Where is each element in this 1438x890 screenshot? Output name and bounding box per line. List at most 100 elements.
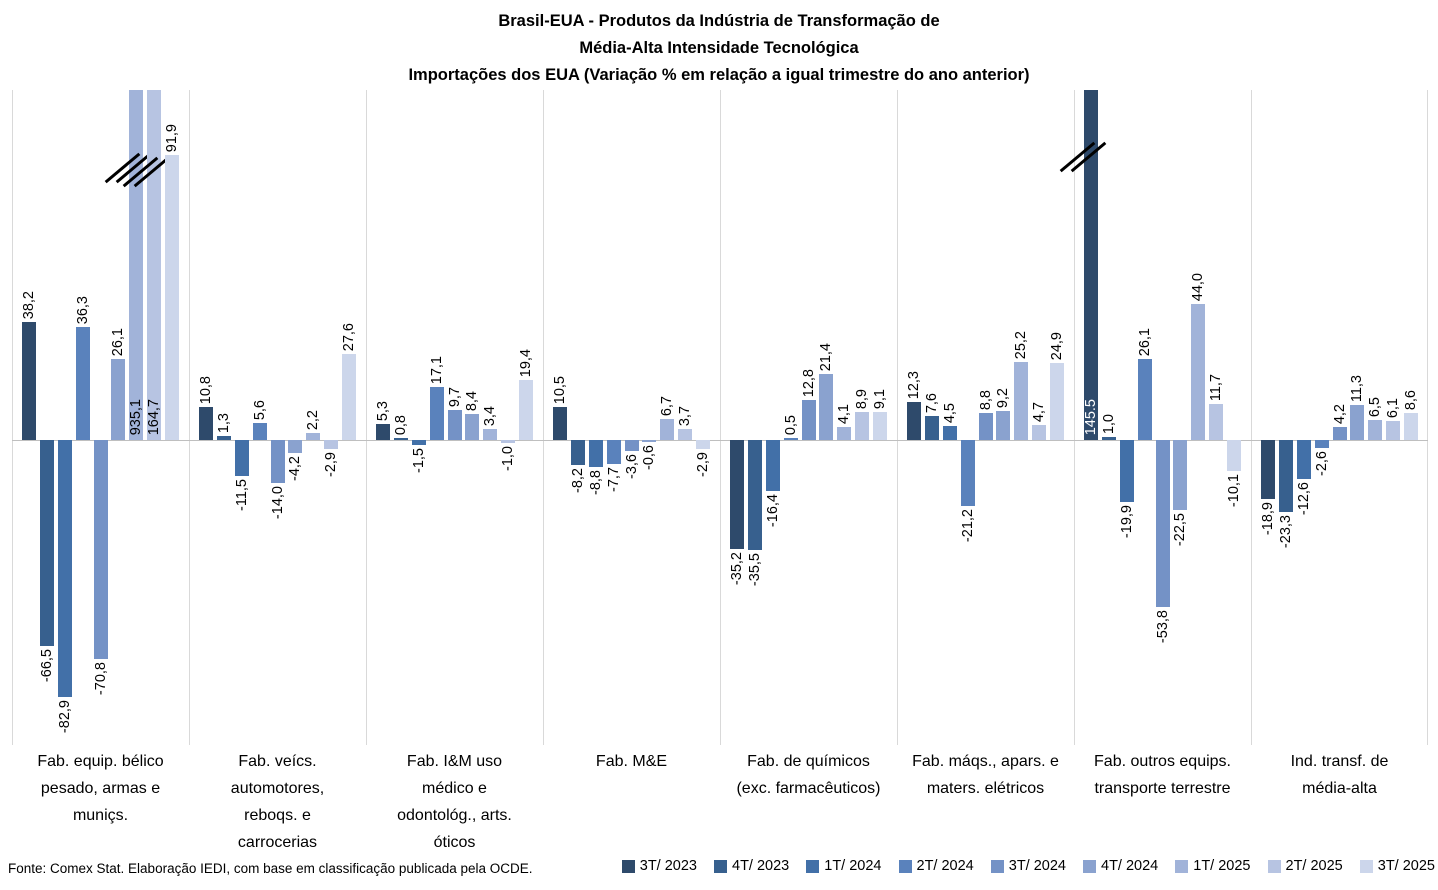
bar-value-label: 4,2	[1332, 403, 1348, 424]
legend-label: 1T/ 2024	[824, 858, 882, 874]
bar-value-label: -2,9	[695, 452, 711, 477]
bar	[873, 412, 887, 440]
bar	[199, 407, 213, 440]
bar	[819, 374, 833, 440]
bar-value-label: 8,4	[464, 390, 480, 411]
bar	[165, 155, 179, 440]
bar	[553, 407, 567, 440]
bar-value-label: 4,1	[836, 403, 852, 424]
bar-value-label: 44,0	[1190, 272, 1206, 301]
bar	[607, 440, 621, 464]
bar-value-label: 5,6	[252, 399, 268, 420]
legend-swatch	[990, 859, 1004, 873]
bar	[784, 438, 798, 440]
bar-value-label: -35,2	[729, 552, 745, 586]
bar	[1404, 413, 1418, 440]
legend-label: 2T/ 2024	[916, 858, 974, 874]
legend-swatch	[621, 859, 635, 873]
legend-swatch	[1267, 859, 1281, 873]
category-gridline	[1074, 90, 1075, 745]
bar	[217, 436, 231, 440]
bar-value-label: 1,3	[216, 412, 232, 433]
bar-value-label: -19,9	[1119, 505, 1135, 539]
legend-item: 1T/ 2025	[1175, 858, 1251, 874]
bar-value-label: -22,5	[1172, 513, 1188, 547]
bar	[111, 359, 125, 440]
chart-title-line-1: Brasil-EUA - Produtos da Indústria de Tr…	[498, 12, 940, 30]
category-label: Fab. M&E	[595, 753, 668, 770]
bar	[1350, 405, 1364, 440]
category-gridline	[543, 90, 544, 745]
bar-value-label: -23,3	[1278, 515, 1294, 549]
bar	[1084, 90, 1098, 440]
bar	[1173, 440, 1187, 510]
bar-value-label: 0,8	[393, 414, 409, 435]
legend-label: 4T/ 2024	[1101, 858, 1159, 874]
bar	[288, 440, 302, 453]
legend-swatch	[1175, 859, 1189, 873]
bar	[907, 402, 921, 440]
bar-value-label: 19,4	[518, 348, 534, 377]
legend-label: 3T/ 2025	[1377, 858, 1435, 874]
plot-area: 38,2 10,8 5,3 10,5 -35,2 12,3 145.5 -18,9 -66,5 1…	[12, 90, 1428, 745]
category-label: Fab. I&M uso médico e odontológ., arts. …	[397, 753, 512, 851]
bar	[76, 327, 90, 440]
bar	[837, 427, 851, 440]
bar-value-label: -1,0	[500, 446, 516, 471]
category-label: Fab. outros equips. transporte terrestre	[1094, 753, 1231, 797]
legend-label: 3T/ 2023	[639, 858, 697, 874]
zero-axis-line	[12, 440, 1428, 441]
bar	[58, 440, 72, 697]
bar-value-label: 24,9	[1049, 331, 1065, 360]
bar	[483, 429, 497, 440]
bar	[147, 90, 161, 440]
bar-value-label: -35,5	[747, 553, 763, 587]
bar-value-label: 8,8	[978, 389, 994, 410]
bar	[660, 419, 674, 440]
bar-value-label: -0,6	[641, 445, 657, 470]
bar	[235, 440, 249, 476]
bar	[696, 440, 710, 449]
bar-value-label: 12,3	[906, 370, 922, 399]
bar-value-label: -3,6	[624, 454, 640, 479]
bar	[376, 424, 390, 440]
bar	[1227, 440, 1241, 471]
source-note: Fonte: Comex Stat. Elaboração IEDI, com …	[8, 861, 533, 876]
bar-value-label: -18,9	[1260, 502, 1276, 536]
bar-value-label: 11,7	[1208, 373, 1224, 401]
bar	[748, 440, 762, 550]
bar	[129, 90, 143, 440]
bar-value-label: 4,5	[942, 402, 958, 423]
bar	[1279, 440, 1293, 512]
category-gridline	[1251, 90, 1252, 745]
bar-value-label: 10,8	[198, 375, 214, 404]
chart-title-line-2: Média-Alta Intensidade Tecnológica	[579, 39, 859, 57]
category-gridline	[189, 90, 190, 745]
bar-value-label: 11,3	[1349, 374, 1365, 402]
bar-value-label: 145.5	[1083, 398, 1099, 435]
category-label: Ind. transf. de média-alta	[1290, 753, 1389, 797]
category-gridline	[720, 90, 721, 745]
legend-item: 3T/ 2025	[1359, 858, 1435, 874]
bar	[342, 354, 356, 440]
bar-value-label: 164,7	[146, 398, 162, 435]
category-label: Fab. veícs. automotores, reboqs. e carro…	[230, 753, 325, 851]
bar-value-label: -7,7	[606, 467, 622, 492]
bar-value-label: -66,5	[39, 649, 55, 683]
legend-item: 1T/ 2024	[806, 858, 882, 874]
bar	[961, 440, 975, 506]
bar	[430, 387, 444, 440]
bar-value-label: 9,7	[447, 386, 463, 407]
bar-value-label: -4,2	[287, 456, 303, 481]
bar	[1261, 440, 1275, 499]
bar	[979, 413, 993, 440]
bar	[678, 429, 692, 440]
bar	[642, 440, 656, 442]
bar	[855, 412, 869, 440]
bar-value-label: -2,6	[1314, 451, 1330, 476]
bar-value-label: 21,4	[818, 342, 834, 371]
legend-swatch	[806, 859, 820, 873]
legend-item: 2T/ 2024	[898, 858, 974, 874]
bar	[394, 438, 408, 440]
bar-value-label: 27,6	[341, 322, 357, 351]
